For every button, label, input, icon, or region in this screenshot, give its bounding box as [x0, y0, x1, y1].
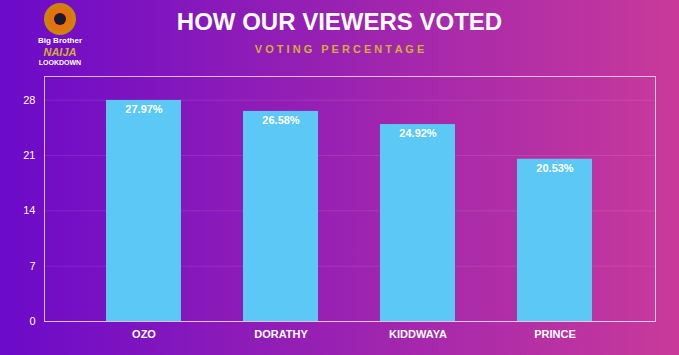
svg-text:PRINCE: PRINCE — [534, 328, 576, 340]
svg-text:28: 28 — [23, 94, 35, 106]
svg-text:0: 0 — [29, 315, 35, 327]
svg-text:OZO: OZO — [132, 328, 156, 340]
svg-text:21: 21 — [23, 149, 35, 161]
svg-text:20.53%: 20.53% — [536, 162, 574, 174]
svg-text:KIDDWAYA: KIDDWAYA — [389, 328, 447, 340]
html-text:NAIJA: NAIJA — [43, 46, 77, 58]
svg-text:7: 7 — [29, 260, 35, 272]
html-text:LOOKDOWN: LOOKDOWN — [38, 59, 82, 66]
svg-text:14: 14 — [23, 204, 35, 216]
svg-text:27.97%: 27.97% — [125, 103, 163, 115]
svg-text:24.92%: 24.92% — [399, 127, 437, 139]
html-text:HOW OUR VIEWERS VOTED: HOW OUR VIEWERS VOTED — [176, 8, 503, 35]
svg-text:DORATHY: DORATHY — [254, 328, 308, 340]
html-text:V O T I N G P E R C E N T A G: V O T I N G P E R C E N T A G E — [254, 43, 425, 55]
svg-text:26.58%: 26.58% — [262, 114, 300, 126]
html-text:Big Brother: Big Brother — [38, 36, 82, 45]
